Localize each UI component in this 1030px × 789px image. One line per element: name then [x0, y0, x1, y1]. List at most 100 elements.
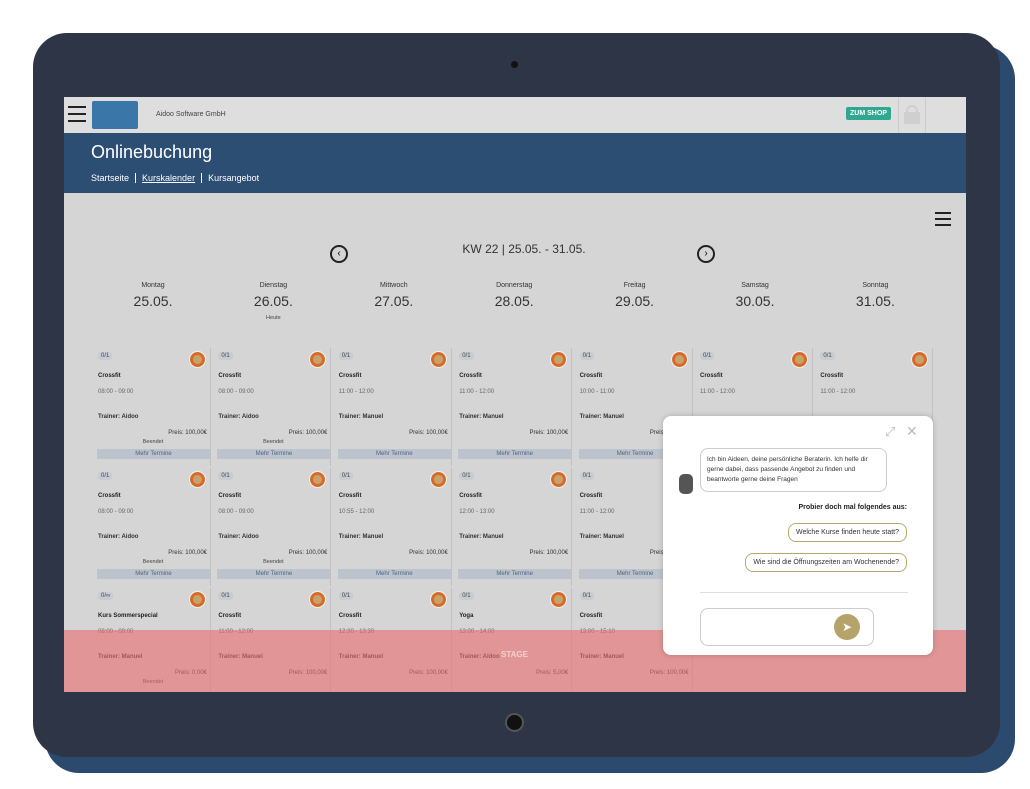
trainer-avatar	[550, 591, 568, 608]
course-card[interactable]: 0/1 Crossfit 11:00 - 12:00	[697, 348, 813, 466]
login-button[interactable]	[898, 97, 926, 133]
more-dates-button[interactable]: Mehr Termine	[337, 569, 451, 579]
shop-button[interactable]: ZUM SHOP	[846, 107, 891, 120]
course-time: 10:55 - 12:00	[338, 509, 375, 515]
chat-input[interactable]: ➤	[700, 608, 874, 646]
day-name: Montag	[141, 282, 165, 289]
course-trainer: Trainer: Aidoo	[98, 414, 139, 420]
menu-button[interactable]	[68, 106, 86, 122]
course-title: Kurs Sommerspecial	[98, 613, 158, 619]
course-title: Crossfit	[579, 493, 603, 499]
day-name: Samstag	[741, 282, 769, 289]
day-date: 26.05.	[253, 293, 293, 309]
more-dates-button[interactable]: Mehr Termine	[97, 449, 210, 459]
course-title: Crossfit	[820, 373, 844, 379]
expand-button[interactable]: ⤢	[885, 424, 896, 439]
course-time: 11:00 - 12:00	[820, 389, 856, 395]
spots-badge: 0/1	[98, 352, 113, 360]
suggestion[interactable]: Welche Kurse finden heute statt?	[788, 523, 907, 542]
spots-badge: 0/1	[579, 472, 594, 480]
day-name: Dienstag	[259, 282, 288, 289]
chat-panel: ⤢ ✕ Ich bin Aideen, deine persönliche Be…	[663, 416, 933, 655]
course-card[interactable]: 0/1 Crossfit 11:00 - 12:00 Trainer: Manuel P…	[336, 348, 452, 466]
breadcrumb-link[interactable]: Kursangebot	[201, 173, 265, 183]
course-time: 11:00 - 12:00	[579, 509, 615, 515]
course-card[interactable]: 0/1 Crossfit 08:00 - 09:00 Trainer: Aidoo Pr…	[215, 468, 332, 586]
course-card[interactable]: 0/1 Crossfit 08:00 - 09:00 Trainer: Aidoo Pr…	[95, 348, 211, 466]
trainer-avatar	[911, 351, 929, 368]
more-dates-button[interactable]: Mehr Termine	[217, 449, 331, 459]
home-button[interactable]	[505, 713, 524, 732]
course-title: Crossfit	[98, 493, 121, 499]
spots-badge: 0/1	[338, 592, 354, 600]
course-trainer: Trainer: Aidoo	[218, 534, 259, 540]
trainer-avatar	[550, 471, 568, 488]
course-status: Beendet	[142, 559, 164, 565]
day-date: 28.05.	[494, 293, 534, 309]
trainer-avatar	[189, 471, 206, 488]
breadcrumb: Startseite Kurskalender Kursangebot	[91, 173, 265, 183]
close-button[interactable]: ✕	[906, 423, 918, 439]
send-button[interactable]: ➤	[834, 614, 860, 640]
stage-label: STAGE	[501, 650, 528, 659]
course-status: Beendet	[263, 439, 284, 445]
more-dates-button[interactable]: Mehr Termine	[578, 569, 692, 579]
logo[interactable]	[92, 101, 138, 129]
course-trainer: Trainer: Aidoo	[98, 534, 139, 540]
spots-badge: 0/∞	[98, 592, 114, 600]
more-dates-button[interactable]: Mehr Termine	[337, 449, 451, 459]
course-title: Crossfit	[700, 373, 723, 379]
day-name: Mittwoch	[379, 282, 408, 289]
breadcrumb-link[interactable]: Startseite	[91, 173, 130, 183]
course-title: Crossfit	[579, 373, 603, 379]
course-card[interactable]: 0/1 Crossfit 10:55 - 12:00 Trainer: Manuel P…	[336, 468, 452, 586]
course-time: 08:00 - 09:00	[98, 509, 134, 515]
prev-week[interactable]: ‹	[330, 245, 348, 263]
day-date: 29.05.	[615, 293, 655, 309]
trainer-avatar	[309, 591, 327, 608]
spots-badge: 0/1	[218, 472, 233, 480]
course-title: Crossfit	[459, 373, 482, 379]
day-name: Freitag	[623, 282, 646, 289]
trainer-avatar	[791, 351, 808, 368]
more-dates-button[interactable]: Mehr Termine	[217, 569, 331, 579]
course-card[interactable]: 0/1 Crossfit 11:00 - 12:00 Trainer: Manuel P…	[456, 348, 573, 466]
course-title: Crossfit	[338, 613, 362, 619]
course-price: Preis: 100,00€	[409, 430, 448, 436]
screen: Aidoo Software GmbH ZUM SHOP Onlinebuchu…	[64, 97, 966, 692]
more-dates-button[interactable]: Mehr Termine	[578, 449, 692, 459]
filter-button[interactable]	[935, 209, 951, 229]
spots-badge: 0/1	[98, 472, 113, 480]
trainer-avatar	[189, 351, 206, 368]
suggestion[interactable]: Wie sind die Öffnungszeiten am Wochenend…	[745, 553, 907, 572]
course-trainer: Trainer: Manuel	[338, 534, 384, 540]
more-dates-button[interactable]: Mehr Termine	[458, 449, 572, 459]
bot-avatar	[679, 474, 693, 494]
course-time: 08:00 - 09:00	[218, 509, 254, 515]
day-date: 25.05.	[133, 293, 173, 309]
day-date: 30.05.	[735, 293, 775, 309]
spots-badge: 0/1	[459, 592, 474, 600]
course-card[interactable]: 0/1 Crossfit 08:00 - 09:00 Trainer: Aidoo Pr…	[215, 348, 332, 466]
today-label: Heute	[266, 315, 281, 321]
course-title: Crossfit	[459, 493, 482, 499]
next-week[interactable]: ›	[697, 245, 715, 263]
course-title: Yoga	[459, 613, 474, 619]
spots-badge: 0/1	[218, 592, 233, 600]
more-dates-button[interactable]: Mehr Termine	[97, 569, 210, 579]
course-title: Crossfit	[98, 373, 121, 379]
trainer-avatar	[429, 351, 447, 368]
banner: Onlinebuchung Startseite Kurskalender Kurs…	[64, 133, 966, 193]
chat-prompt: Probier doch mal folgendes aus:	[798, 504, 907, 511]
course-card[interactable]: 0/1 Crossfit 12:00 - 13:00 Trainer: Manuel P…	[456, 468, 573, 586]
spots-badge: 0/1	[459, 352, 474, 360]
breadcrumb-link[interactable]: Kurskalender	[135, 173, 201, 183]
spots-badge: 0/1	[579, 592, 594, 600]
more-dates-button[interactable]: Mehr Termine	[458, 569, 572, 579]
trainer-avatar	[550, 351, 568, 368]
course-card[interactable]: 0/1 Crossfit 11:00 - 12:00	[817, 348, 934, 466]
spots-badge: 0/1	[459, 472, 474, 480]
bot-message: Ich bin Aideen, deine persönliche Berate…	[700, 448, 887, 492]
course-price: Preis: 100,00€	[288, 550, 328, 556]
course-card[interactable]: 0/1 Crossfit 08:00 - 09:00 Trainer: Aidoo Pr…	[95, 468, 211, 586]
